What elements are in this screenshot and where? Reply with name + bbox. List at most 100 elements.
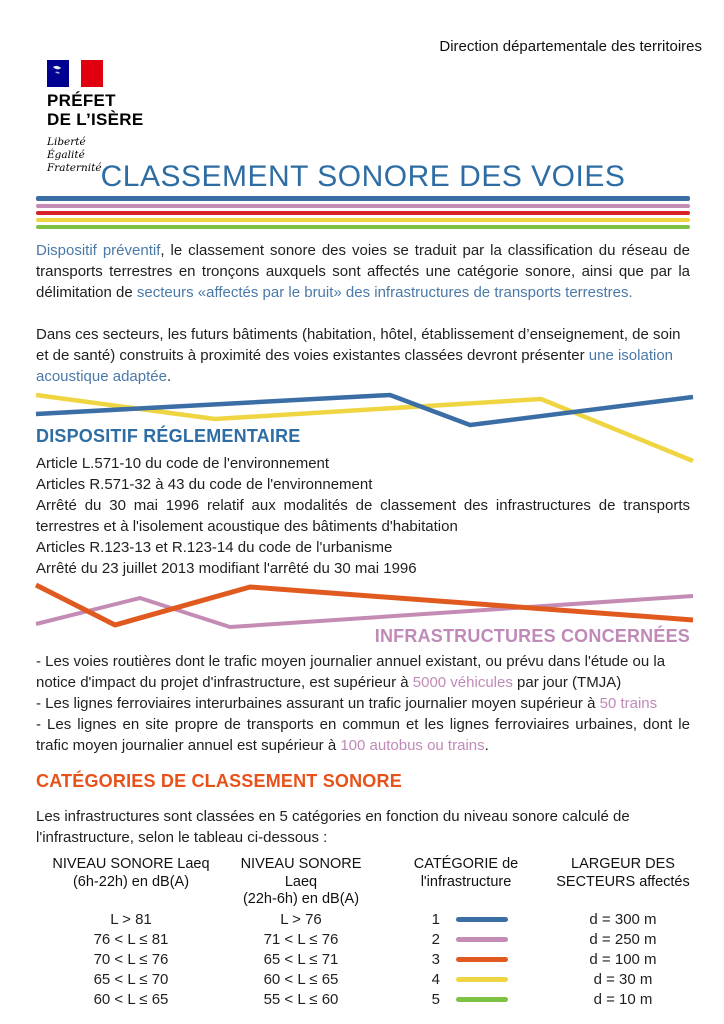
sector-width-value: d = 100 m [589,951,657,968]
header-line: (6h-22h) en dB(A) [72,873,190,890]
regulatory-line: Articles R.571-32 à 43 du code de l'envi… [36,476,373,493]
infrastructure-item-rail: - Les lignes ferroviaires interurbaines … [36,693,690,714]
table-row: 76 < L ≤ 81 71 < L ≤ 76 2 d = 250 m [36,931,690,949]
category-number: 3 [431,951,440,968]
document-body: CLASSEMENT SONORE DES VOIES Dispositif p… [0,160,724,1024]
zigzag-decoration-blue-yellow [35,389,694,464]
sector-width-value: d = 30 m [593,971,653,988]
header-line: (22h-6h) en dB(A) [242,891,360,907]
table-row: 70 < L ≤ 76 65 < L ≤ 71 3 d = 100 m [36,951,690,969]
category-color-line [456,977,508,983]
categories-intro: Les infrastructures sont classées en 5 c… [36,808,630,846]
republic-motto: Liberté Égalité Fraternité [47,136,144,175]
night-level-value: 60 < L ≤ 65 [263,971,339,988]
sector-width-value: d = 10 m [593,991,653,1008]
header-line: NIVEAU SONORE Laeq [240,856,362,890]
category-cell: 5 [376,991,556,1009]
category-cell: 3 [376,951,556,969]
rule-blue [36,196,690,201]
table-header-row: NIVEAU SONORE Laeq (6h-22h) en dB(A) NIV… [36,856,690,909]
category-color-line [456,957,508,963]
prefet-line2: DE L’ISÈRE [47,110,144,129]
rule-yellow [36,218,690,222]
item-text: - Les lignes en site propre de transport… [36,716,690,754]
prefet-title: PRÉFET DE L’ISÈRE [47,91,144,129]
regulatory-line: Arrêté du 23 juillet 2013 modifiant l'ar… [36,560,417,577]
infrastructure-item-roads: - Les voies routières dont le trafic moy… [36,651,690,693]
header-line: LARGEUR DES [571,856,675,872]
sector-width-value: d = 300 m [589,911,657,928]
category-cell: 2 [376,931,556,949]
motto-egalite: Égalité [47,149,85,161]
category-number: 4 [431,971,440,988]
item-threshold: 100 autobus ou trains [340,737,485,754]
intro-p1-highlight-2: secteurs «affectés par le bruit» des inf… [136,284,633,301]
category-number: 5 [431,991,440,1008]
intro-paragraph-1: Dispositif préventif, le classement sono… [36,240,690,303]
rule-green [36,225,690,229]
intro-p1-text: , le classement sonore des voies se trad… [36,242,690,301]
prefecture-logo: PRÉFET DE L’ISÈRE Liberté Égalité Frater… [47,60,144,175]
category-color-line [456,997,508,1003]
header-category: CATÉGORIE de l'infrastructure [376,856,556,909]
intro-p1-highlight-1: Dispositif préventif [36,242,161,259]
table-row: L > 81 L > 76 1 d = 300 m [36,911,690,929]
prefet-line1: PRÉFET [47,91,116,110]
header-sector-width: LARGEUR DES SECTEURS affectés [556,856,690,909]
day-level-value: L > 81 [110,911,152,928]
direction-label: Direction départementale des territoires [439,38,702,55]
day-level-value: 65 < L ≤ 70 [93,971,169,988]
day-level-value: 70 < L ≤ 76 [93,951,169,968]
header-line: CATÉGORIE de [413,856,519,872]
night-level-value: 55 < L ≤ 60 [263,991,339,1008]
item-text: - Les voies routières dont le trafic moy… [36,653,666,691]
regulatory-references-list: Article L.571-10 du code de l'environnem… [36,453,690,579]
item-text: par jour (TMJA) [512,674,622,691]
item-text: - Les lignes ferroviaires interurbaines … [36,695,600,712]
night-level-value: 65 < L ≤ 71 [263,951,339,968]
header-night-level: NIVEAU SONORE Laeq (22h-6h) en dB(A) [226,856,376,909]
regulatory-line: Articles R.123-13 et R.123-14 du code de… [36,539,393,556]
regulatory-line: Article L.571-10 du code de l'environnem… [36,455,330,472]
section-heading-infrastructures: INFRASTRUCTURES CONCERNÉES [374,626,690,646]
intro-paragraph-2: Dans ces secteurs, les futurs bâtiments … [36,324,690,387]
night-level-value: 71 < L ≤ 76 [263,931,339,948]
category-cell: 4 [376,971,556,989]
header-day-level: NIVEAU SONORE Laeq (6h-22h) en dB(A) [36,856,226,909]
sound-categories-table: NIVEAU SONORE Laeq (6h-22h) en dB(A) NIV… [36,856,690,1009]
sector-width-value: d = 250 m [589,931,657,948]
category-number: 2 [431,931,440,948]
item-threshold: 5000 véhicules [412,674,513,691]
header-line: SECTEURS affectés [556,873,690,890]
zigzag-decoration-orange-pink [34,581,694,629]
header-line: l'infrastructure [420,873,512,890]
intro-p2-highlight: une isolation acoustique adaptée [36,347,674,385]
day-level-value: 60 < L ≤ 65 [93,991,169,1008]
motto-liberte: Liberté [47,136,86,148]
night-level-value: L > 76 [280,911,322,928]
noise-parameters-paragraph: Le niveau sonore des routes dépend de pl… [36,1021,690,1024]
rule-pink [36,204,690,208]
day-level-value: 76 < L ≤ 81 [93,931,169,948]
section-heading-categories: CATÉGORIES DE CLASSEMENT SONORE [36,771,402,791]
category-number: 1 [431,911,440,928]
intro-p2-period: . [166,368,172,385]
intro-p2-text: Dans ces secteurs, les futurs bâtiments … [36,326,681,364]
regulatory-line: Arrêté du 30 mai 1996 relatif aux modali… [36,497,690,535]
section-heading-dispositif: DISPOSITIF RÉGLEMENTAIRE [36,426,301,446]
rule-red [36,211,690,215]
category-color-line [456,917,508,923]
table-row: 60 < L ≤ 65 55 < L ≤ 60 5 d = 10 m [36,991,690,1009]
french-flag-icon [47,60,103,87]
item-text: . [484,737,489,754]
category-color-line [456,937,508,943]
title-color-rules-divider [36,196,690,229]
infrastructure-item-transit: - Les lignes en site propre de transport… [36,714,690,756]
page-title: CLASSEMENT SONORE DES VOIES [100,160,626,193]
infrastructures-list: - Les voies routières dont le trafic moy… [36,651,690,756]
header-line: NIVEAU SONORE Laeq [52,856,210,872]
page-header: Direction départementale des territoires… [0,0,724,174]
item-threshold: 50 trains [599,695,658,712]
table-row: 65 < L ≤ 70 60 < L ≤ 65 4 d = 30 m [36,971,690,989]
